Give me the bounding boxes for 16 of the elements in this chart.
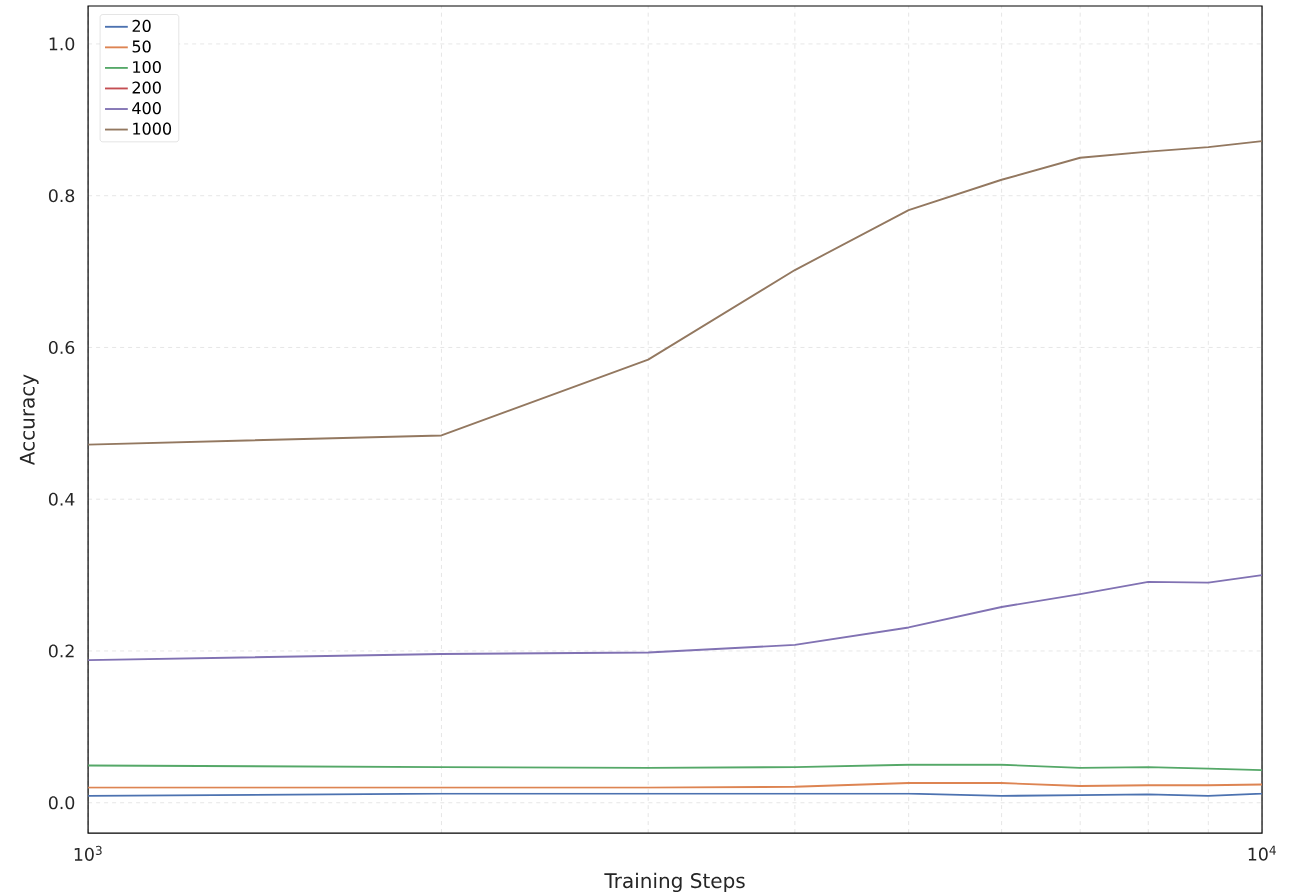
y-tick-label: 0.6 <box>48 340 75 354</box>
x-axis-title: Training Steps <box>604 872 745 892</box>
y-tick-label: 0.4 <box>48 492 75 506</box>
y-tick-label: 0.0 <box>48 795 75 810</box>
legend-label: 400 <box>132 101 161 114</box>
legend-label: 200 <box>132 81 161 94</box>
legend-label: 1000 <box>133 122 172 135</box>
y-axis-title: Accuracy <box>19 374 39 465</box>
legend-label: 20 <box>132 19 151 32</box>
legend-label: 100 <box>133 60 161 73</box>
y-tick-label: 0.2 <box>48 644 74 658</box>
x-tick-label: 10$^{4}$ <box>1248 845 1276 861</box>
y-tick-label: 1.0 <box>49 37 75 51</box>
legend-label: 50 <box>132 40 151 53</box>
y-tick-label: 0.8 <box>48 188 75 203</box>
x-tick-label: 10$^{3}$ <box>74 845 102 861</box>
